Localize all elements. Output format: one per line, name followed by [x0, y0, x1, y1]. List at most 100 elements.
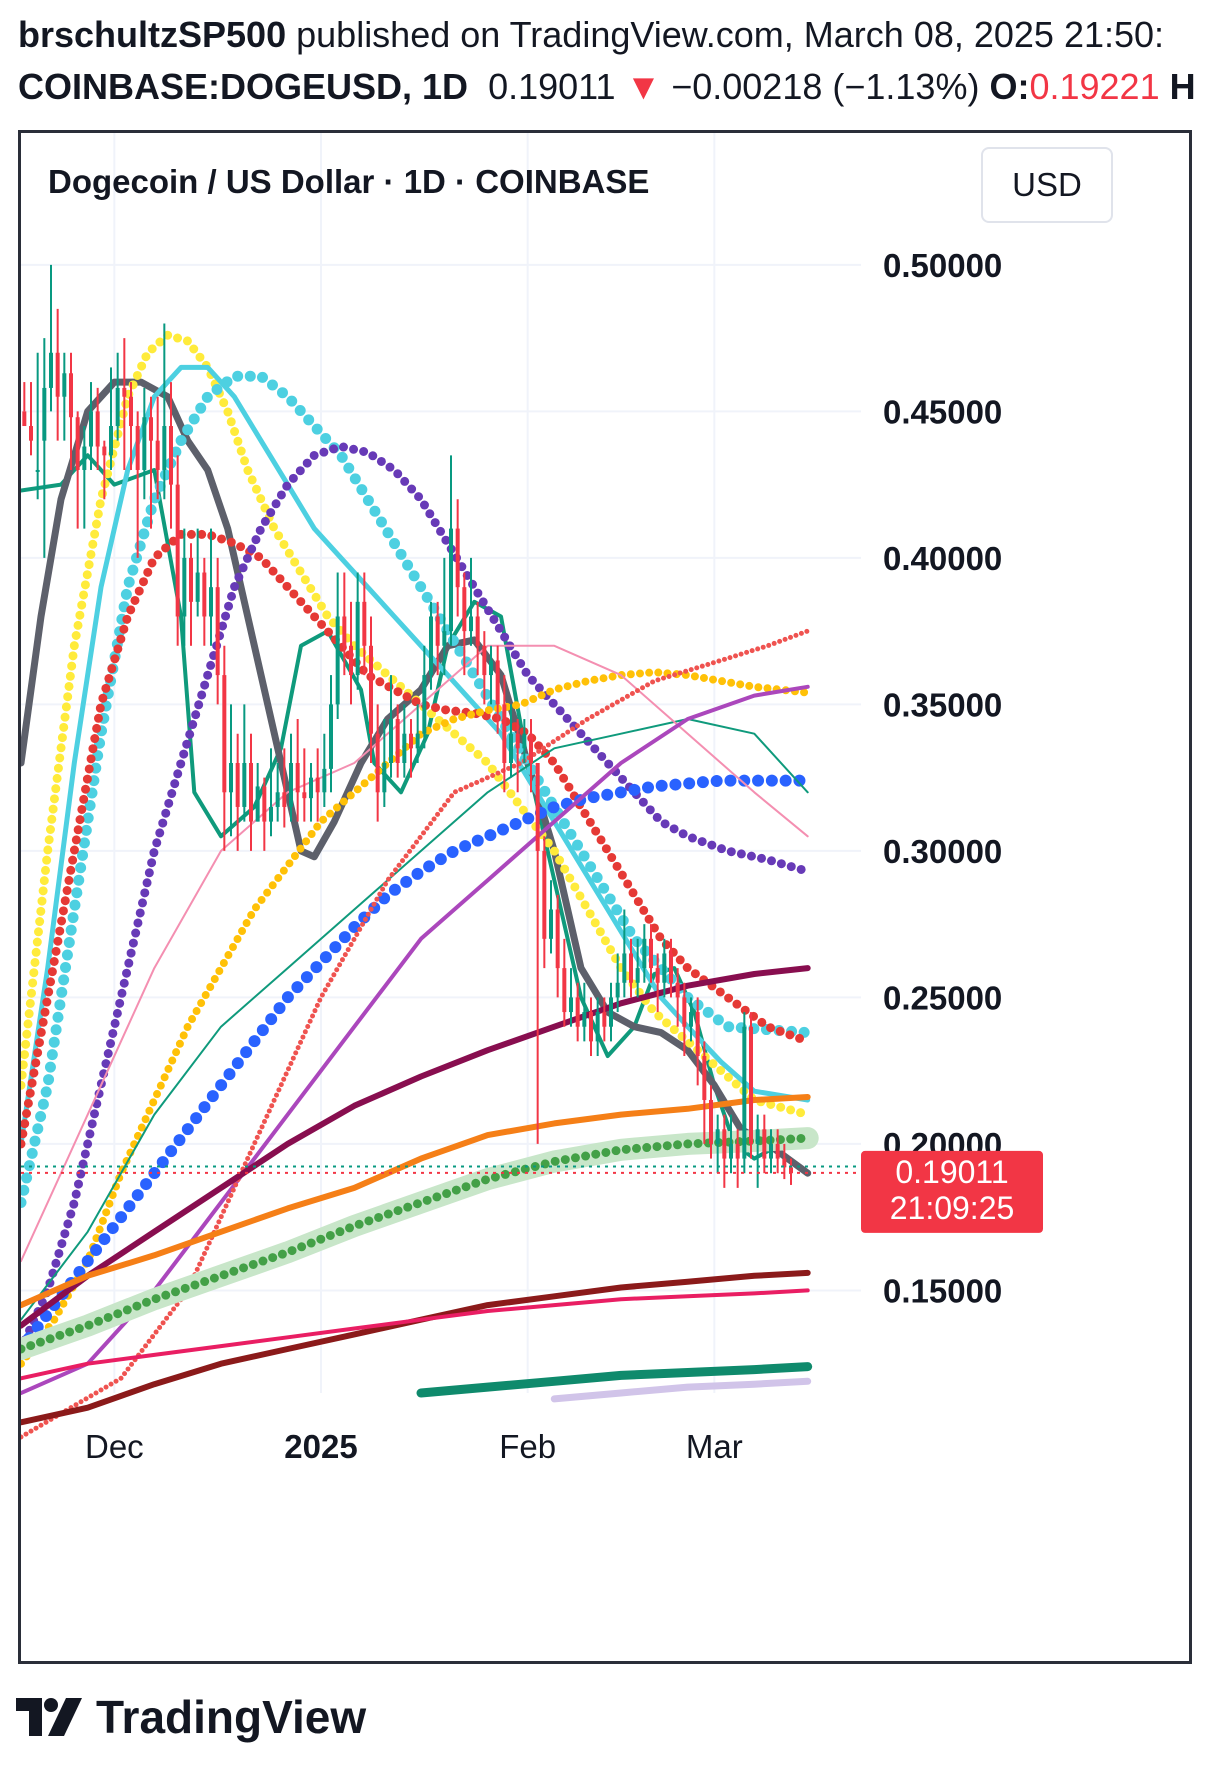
y-tick-label: 0.30000 — [883, 833, 1002, 870]
candle-body — [595, 1012, 600, 1042]
candle-body — [362, 601, 367, 646]
candle-body — [675, 982, 680, 998]
candle-body — [755, 1129, 760, 1144]
candle-body — [769, 1143, 773, 1159]
candle-body — [782, 1158, 787, 1168]
moving-average-line — [21, 965, 811, 1329]
candle-body — [569, 997, 573, 1013]
candle-body — [342, 616, 347, 646]
price-chart[interactable]: 0.50000 0.45000 0.40000 0.35000 0.30000 0.250… — [21, 133, 1189, 1661]
candle-body — [582, 1012, 587, 1027]
candle-body — [662, 953, 667, 983]
candle-body — [22, 411, 27, 427]
candle-body — [375, 733, 380, 793]
candle-body — [462, 587, 467, 632]
y-tick-label: 0.40000 — [883, 540, 1002, 577]
candle-body — [122, 387, 127, 397]
y-tick-label: 0.45000 — [883, 393, 1002, 430]
moving-average-line — [416, 1362, 813, 1398]
candle-body — [402, 733, 407, 763]
candle-body — [542, 850, 547, 939]
candle-body — [729, 1143, 733, 1159]
candle-body — [262, 786, 267, 822]
candle-body — [209, 587, 213, 617]
candle-body — [162, 426, 167, 470]
candle-body — [55, 352, 60, 397]
moving-average-line — [21, 364, 811, 1147]
y-tick-label: 0.35000 — [883, 686, 1002, 723]
moving-average-line — [21, 370, 814, 1208]
candle-body — [275, 792, 280, 807]
candle-body — [42, 387, 47, 441]
candle-body — [442, 631, 447, 646]
x-tick-label: 2025 — [284, 1428, 357, 1465]
publish-info: brschultzSP500 published on TradingView.… — [18, 14, 1164, 56]
candle-body — [589, 1012, 593, 1042]
candle-body — [629, 953, 633, 983]
candle-body — [762, 1129, 767, 1159]
candle-body — [115, 387, 120, 427]
y-tick-label: 0.25000 — [883, 979, 1002, 1016]
moving-average-line — [21, 378, 812, 1177]
candle-body — [155, 440, 160, 470]
candle-body — [229, 763, 233, 793]
candle-body — [489, 660, 493, 676]
candle-body — [75, 417, 80, 470]
candle-body — [169, 426, 173, 485]
moving-average-line — [550, 1377, 812, 1403]
candle-body — [562, 968, 567, 1013]
candle-body — [622, 953, 627, 983]
symbol-name: COINBASE:DOGEUSD, 1D — [18, 66, 469, 107]
candle-body — [789, 1167, 793, 1174]
candle-body — [682, 997, 687, 1027]
moving-average-line — [21, 529, 813, 1149]
moving-average-line — [21, 1288, 810, 1381]
candle-body — [689, 1012, 693, 1027]
author-name[interactable]: brschultzSP500 — [18, 14, 287, 55]
candle-body — [575, 997, 580, 1027]
candle-body — [289, 763, 293, 807]
candle-body — [222, 675, 227, 793]
candle-body — [215, 587, 220, 676]
candle-body — [309, 777, 313, 799]
candle-body — [415, 733, 420, 749]
candle-body — [189, 557, 193, 602]
tradingview-logo-icon — [16, 1698, 82, 1736]
candle-body — [555, 909, 560, 969]
candle-body — [429, 616, 433, 676]
candle-body — [635, 968, 640, 983]
candle-body — [522, 733, 527, 749]
last-price-tag — [861, 1150, 1043, 1233]
candle-body — [315, 777, 320, 793]
candle-body — [642, 938, 647, 969]
candle-body — [62, 373, 67, 397]
candle-body — [69, 373, 73, 418]
candle-body — [95, 411, 100, 447]
candle-body — [129, 396, 133, 427]
candle-body — [89, 411, 93, 447]
chart-panel[interactable]: 0.50000 0.45000 0.40000 0.35000 0.30000 0.250… — [18, 130, 1192, 1664]
candle-body — [475, 616, 480, 646]
candle-body — [35, 469, 40, 472]
y-tick-label: 0.15000 — [883, 1272, 1002, 1309]
candle-body — [449, 528, 453, 632]
candle-body — [255, 786, 260, 822]
candle-body — [649, 938, 653, 969]
candle-body — [295, 763, 300, 793]
currency-selector[interactable]: USD — [981, 147, 1113, 223]
tradingview-logo[interactable]: TradingView — [16, 1690, 366, 1744]
candle-body — [202, 572, 207, 617]
candle-body — [335, 616, 340, 705]
candle-body — [702, 1056, 707, 1100]
moving-average-line — [21, 644, 809, 1263]
candle-body — [749, 1026, 753, 1144]
candle-body — [182, 557, 187, 617]
candle-body — [549, 909, 553, 939]
candle-body — [655, 968, 660, 983]
candle-body — [29, 426, 33, 441]
candle-body — [149, 417, 153, 441]
x-tick-label: Mar — [686, 1428, 743, 1465]
candle-body — [515, 733, 520, 749]
candle-body — [355, 601, 360, 676]
bar-countdown: 21:09:25 — [890, 1190, 1015, 1226]
